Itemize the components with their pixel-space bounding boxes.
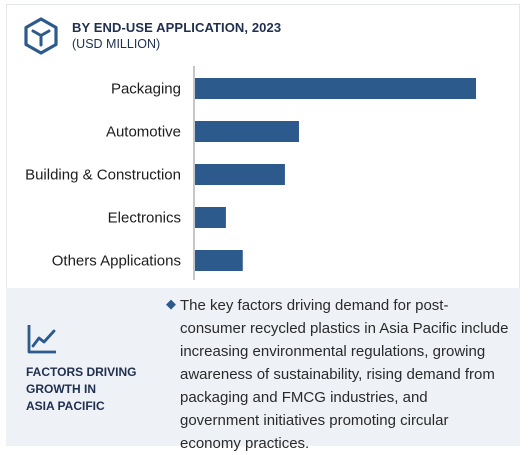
- growth-title: FACTORS DRIVING GROWTH IN ASIA PACIFIC: [26, 364, 156, 415]
- growth-panel: FACTORS DRIVING GROWTH IN ASIA PACIFIC ◆…: [6, 288, 520, 452]
- bar: [195, 250, 243, 271]
- bar: [195, 121, 299, 142]
- chart-subtitle: (USD MILLION): [72, 37, 161, 51]
- diamond-bullet-icon: ◆: [166, 296, 176, 311]
- chart-title: BY END-USE APPLICATION, 2023: [72, 20, 282, 35]
- bar: [195, 164, 285, 185]
- bar: [195, 207, 226, 228]
- growth-title-line: FACTORS DRIVING: [26, 365, 137, 379]
- growth-title-line: GROWTH IN: [26, 382, 96, 396]
- bar-chart: Packaging Automotive Building & Constructi…: [25, 66, 476, 280]
- growth-title-line: ASIA PACIFIC: [26, 399, 105, 413]
- category-label: Packaging: [111, 81, 181, 98]
- bar: [195, 78, 476, 99]
- trend-line-icon: [27, 325, 56, 354]
- category-label: Others Applications: [52, 253, 181, 270]
- category-label: Electronics: [108, 210, 181, 227]
- category-label: Automotive: [106, 124, 181, 141]
- growth-description: The key factors driving demand for post-…: [180, 297, 509, 452]
- cube-icon: [24, 17, 58, 55]
- category-label: Building & Construction: [25, 167, 181, 184]
